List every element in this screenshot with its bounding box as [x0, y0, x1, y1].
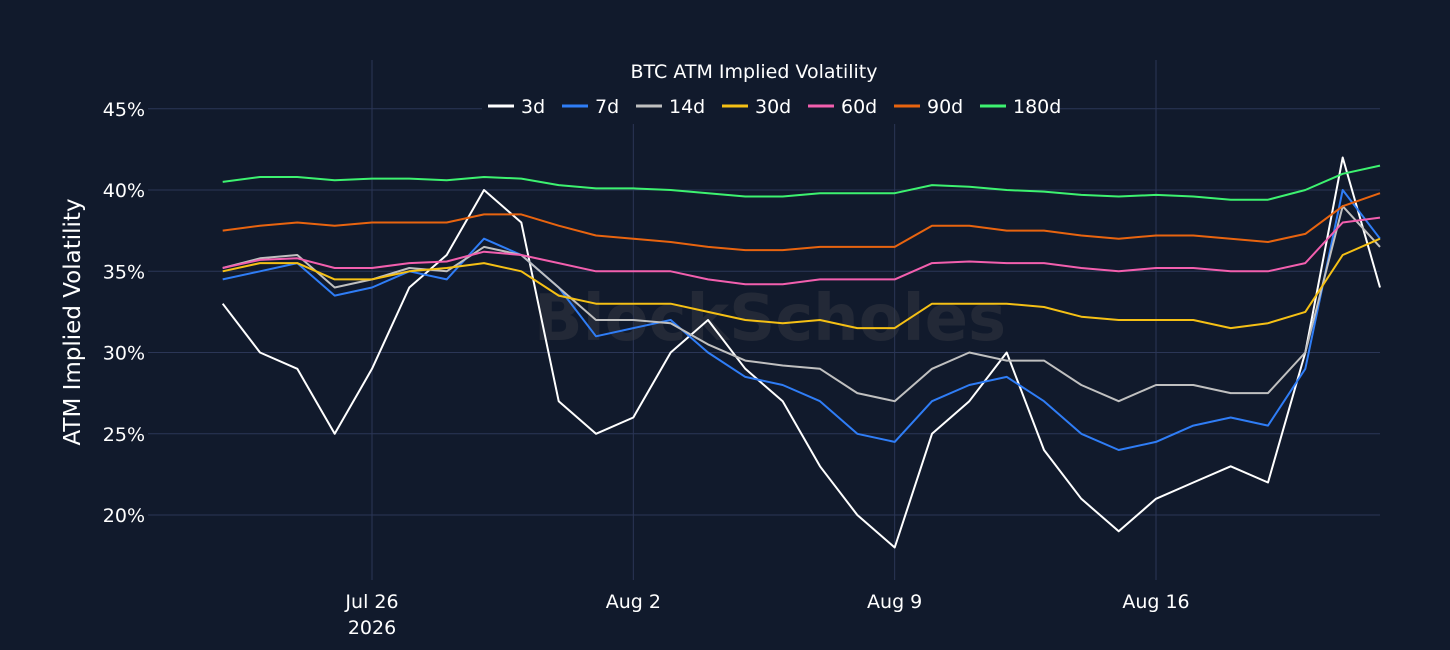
- legend-item-7d[interactable]: 7d: [562, 96, 619, 118]
- legend-item-180d[interactable]: 180d: [980, 96, 1061, 118]
- y-axis-ticks: 20% 25% 30% 35% 40% 45%: [103, 99, 145, 527]
- legend-item-90d[interactable]: 90d: [894, 96, 963, 118]
- y-tick-label: 30%: [103, 343, 145, 365]
- y-axis-label: ATM Implied Volatility: [60, 198, 86, 445]
- legend-label: 180d: [1013, 96, 1061, 118]
- series-line-60d: [222, 216, 1381, 286]
- y-tick-label: 35%: [103, 261, 145, 283]
- legend-label: 14d: [669, 96, 705, 118]
- legend-item-60d[interactable]: 60d: [808, 96, 877, 118]
- x-tick-label: Aug 16: [1122, 591, 1189, 613]
- series-line-7d: [222, 189, 1381, 451]
- legend-label: 3d: [521, 96, 545, 118]
- series-lines: [221, 156, 1381, 549]
- legend-label: 30d: [755, 96, 791, 118]
- series-line-90d: [222, 192, 1381, 252]
- x-tick-label: Jul 26: [344, 591, 398, 613]
- legend-item-14d[interactable]: 14d: [636, 96, 705, 118]
- legend-item-3d[interactable]: 3d: [488, 96, 545, 118]
- x-tick-year-label: 2026: [348, 617, 396, 639]
- legend-background: [482, 60, 1050, 124]
- y-tick-label: 25%: [103, 424, 145, 446]
- x-tick-label: Aug 2: [606, 591, 661, 613]
- y-tick-label: 45%: [103, 99, 145, 121]
- legend-label: 60d: [841, 96, 877, 118]
- series-line-3d: [221, 156, 1381, 549]
- legend-item-30d[interactable]: 30d: [722, 96, 791, 118]
- legend-label: 90d: [927, 96, 963, 118]
- legend[interactable]: 3d 7d 14d 30d 60d 90d 180d: [488, 96, 1061, 118]
- x-tick-label: Aug 9: [867, 591, 922, 613]
- x-axis-ticks: Jul 26 2026 Aug 2 Aug 9 Aug 16: [344, 591, 1189, 639]
- series-line-14d: [222, 205, 1381, 403]
- chart-title: BTC ATM Implied Volatility: [631, 61, 878, 83]
- y-tick-label: 20%: [103, 505, 145, 527]
- series-line-180d: [222, 164, 1381, 201]
- y-tick-label: 40%: [103, 180, 145, 202]
- series-line-30d: [222, 237, 1381, 330]
- legend-label: 7d: [595, 96, 619, 118]
